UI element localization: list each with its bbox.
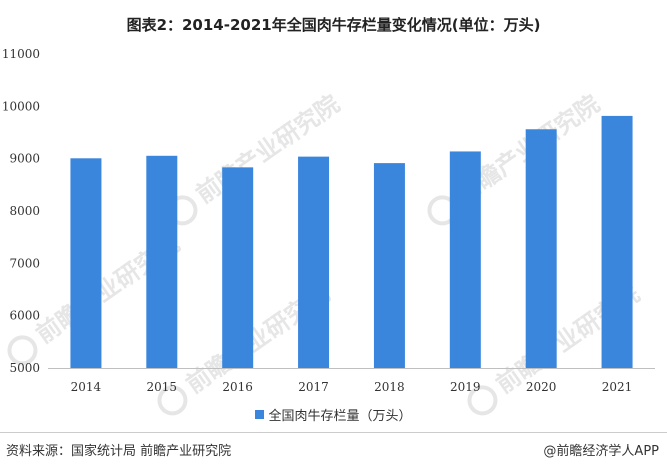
y-tick-label: 10000 bbox=[2, 99, 40, 113]
bars bbox=[70, 115, 633, 368]
y-tick-label: 7000 bbox=[9, 256, 40, 270]
y-tick-label: 11000 bbox=[2, 47, 40, 61]
footer-divider bbox=[0, 432, 667, 433]
x-tick-label: 2016 bbox=[222, 380, 253, 394]
x-tick-label: 2017 bbox=[298, 380, 329, 394]
bar-2018 bbox=[373, 163, 405, 368]
legend: 全国肉牛存栏量（万头） bbox=[0, 405, 667, 424]
bar-2016 bbox=[222, 167, 254, 368]
chart-title: 图表2：2014-2021年全国肉牛存栏量变化情况(单位：万头) bbox=[126, 16, 541, 34]
x-tick-label: 2020 bbox=[526, 380, 557, 394]
brand-credit: @前瞻经济学人APP bbox=[543, 444, 659, 459]
bar-2021 bbox=[601, 115, 633, 368]
legend-swatch bbox=[255, 410, 265, 419]
y-tick-label: 6000 bbox=[9, 309, 40, 323]
x-tick-label: 2014 bbox=[71, 380, 102, 394]
x-tick-label: 2015 bbox=[147, 380, 178, 394]
bar-2014 bbox=[70, 158, 102, 368]
legend-label: 全国肉牛存栏量（万头） bbox=[268, 409, 412, 424]
bar-2017 bbox=[298, 156, 330, 368]
y-tick-label: 5000 bbox=[9, 361, 40, 375]
x-tick-label: 2018 bbox=[374, 380, 405, 394]
x-tick-label: 2019 bbox=[450, 380, 481, 394]
bar-2015 bbox=[146, 155, 178, 368]
y-tick-label: 8000 bbox=[9, 204, 40, 218]
y-tick-label: 9000 bbox=[9, 152, 40, 166]
x-tick-label: 2021 bbox=[602, 380, 633, 394]
y-axis: 5000 6000 7000 8000 9000 10000 11000 bbox=[2, 47, 40, 375]
bar-2020 bbox=[525, 129, 557, 368]
x-axis: 2014 2015 2016 2017 2018 2019 2020 2021 bbox=[71, 380, 633, 394]
bar-2019 bbox=[449, 151, 481, 368]
source-note: 资料来源：国家统计局 前瞻产业研究院 bbox=[6, 444, 232, 459]
